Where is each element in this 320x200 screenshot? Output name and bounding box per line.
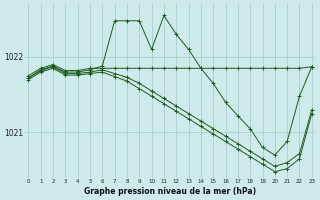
X-axis label: Graphe pression niveau de la mer (hPa): Graphe pression niveau de la mer (hPa) [84, 187, 256, 196]
